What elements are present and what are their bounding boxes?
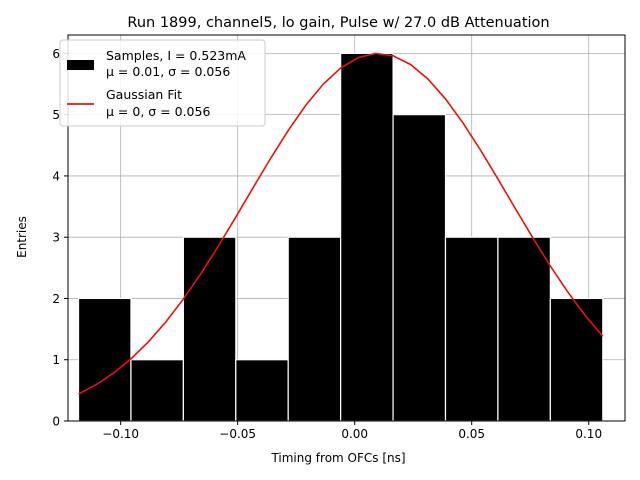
histogram-bar xyxy=(392,114,447,422)
y-tick-label: 4 xyxy=(52,169,60,183)
x-tick-label: 0.10 xyxy=(575,427,602,441)
legend-box xyxy=(59,39,266,127)
x-axis-ticks: −0.10 −0.05 0.00 0.05 0.10 xyxy=(102,421,602,441)
gaussian-fit-curve xyxy=(78,52,604,395)
legend-samples-stats: μ = 0.01, σ = 0.056 xyxy=(106,64,230,79)
y-tick-label: 3 xyxy=(52,231,60,245)
y-tick-label: 0 xyxy=(52,415,60,429)
y-axis-ticks: 0 1 2 3 4 5 6 xyxy=(52,47,68,429)
y-tick-label: 1 xyxy=(52,353,60,367)
x-tick-label: −0.10 xyxy=(102,427,139,441)
histogram-bar xyxy=(130,359,184,422)
histogram-bar xyxy=(549,297,604,422)
y-tick-label: 6 xyxy=(52,47,60,61)
legend-samples-label: Samples, I = 0.523mA xyxy=(106,48,246,63)
histogram-bar xyxy=(235,359,289,422)
x-tick-label: 0.05 xyxy=(458,427,485,441)
y-tick-label: 2 xyxy=(52,292,60,306)
legend-fit-stats: μ = 0, σ = 0.056 xyxy=(106,104,210,119)
histogram-bar xyxy=(182,236,237,422)
histogram-bar xyxy=(77,297,132,422)
chart-title: Run 1899, channel5, lo gain, Pulse w/ 27… xyxy=(127,15,549,31)
histogram-bar xyxy=(497,236,551,422)
y-tick-label: 5 xyxy=(52,108,60,122)
histogram-bars xyxy=(77,52,604,422)
histogram-bar xyxy=(444,236,499,422)
x-axis-label: Timing from OFCs [ns] xyxy=(270,451,405,465)
legend-samples-swatch xyxy=(67,60,94,70)
y-axis-label: Entries xyxy=(15,216,29,258)
plot-frame xyxy=(67,34,626,422)
gaussian-fit xyxy=(78,52,604,395)
histogram-bar xyxy=(287,236,342,422)
x-tick-label: −0.05 xyxy=(219,427,256,441)
histogram-bar xyxy=(340,52,394,422)
x-tick-label: 0.00 xyxy=(341,427,368,441)
legend: Samples, I = 0.523mA μ = 0.01, σ = 0.056… xyxy=(59,39,266,127)
legend-fit-label: Gaussian Fit xyxy=(106,87,182,102)
